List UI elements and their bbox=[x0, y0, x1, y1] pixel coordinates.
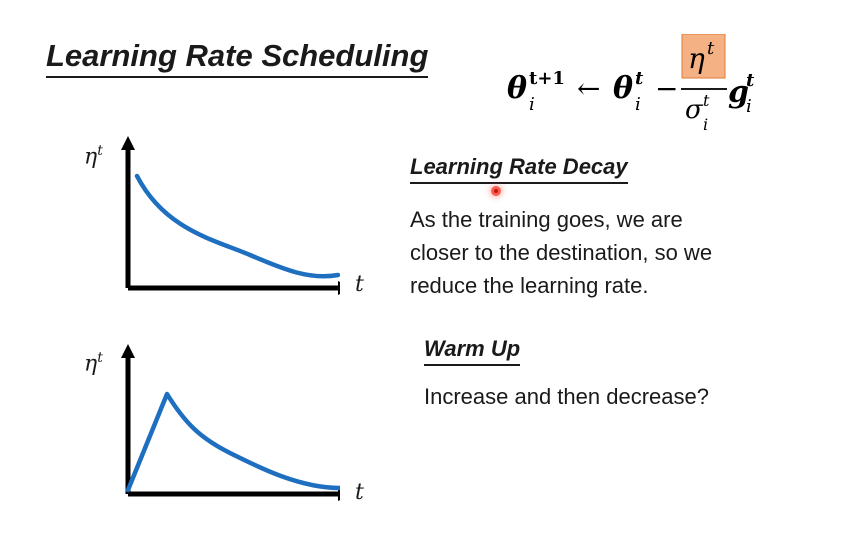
g-sup: t bbox=[746, 70, 755, 91]
theta-rhs-sup: t bbox=[635, 68, 644, 89]
warmup-description: Increase and then decrease? bbox=[424, 384, 709, 409]
laser-pointer-dot bbox=[491, 186, 501, 196]
warmup-graph bbox=[121, 344, 340, 501]
eta-numerator: η bbox=[688, 42, 705, 75]
decay-line-1: As the training goes, we are bbox=[410, 207, 683, 232]
decay-x-label: t bbox=[355, 272, 364, 297]
theta-rhs: θ bbox=[613, 71, 633, 106]
decay-graph bbox=[121, 136, 340, 295]
y-axis-arrowhead bbox=[121, 136, 135, 150]
decay-y-label: ηt bbox=[84, 143, 103, 170]
theta-lhs-sup: t+1 bbox=[529, 68, 565, 89]
x-axis-arrowhead bbox=[338, 487, 340, 501]
decay-description: As the training goes, we are closer to t… bbox=[410, 203, 712, 302]
g-gradient: g bbox=[728, 75, 749, 110]
warmup-y-label: ηt bbox=[84, 350, 103, 377]
minus-symbol: − bbox=[655, 72, 678, 105]
x-axis-arrowhead bbox=[338, 281, 340, 295]
decay-line-3: reduce the learning rate. bbox=[410, 273, 649, 298]
theta-lhs-sub: i bbox=[529, 94, 535, 115]
warmup-curve bbox=[125, 391, 340, 493]
update-formula: θ t+1 i ← θ t i − η t σ t i g t i bbox=[507, 34, 755, 134]
theta-lhs: θ bbox=[507, 71, 527, 106]
g-sub: i bbox=[746, 96, 752, 117]
theta-rhs-sub: i bbox=[635, 94, 641, 115]
arrow-symbol: ← bbox=[577, 72, 600, 105]
warmup-x-label: t bbox=[355, 480, 364, 505]
warmup-heading: Warm Up bbox=[424, 336, 521, 366]
decay-line-2: closer to the destination, so we bbox=[410, 240, 713, 265]
decay-curve bbox=[134, 173, 340, 279]
sigma-denominator: σ bbox=[685, 95, 704, 125]
slide-title: Learning Rate Scheduling bbox=[46, 38, 429, 78]
eta-numerator-sup: t bbox=[707, 38, 715, 59]
sigma-sup: t bbox=[703, 91, 710, 110]
decay-heading: Learning Rate Decay bbox=[410, 154, 628, 184]
eta-highlight-box bbox=[681, 34, 726, 79]
sigma-sub: i bbox=[703, 115, 708, 134]
y-axis-arrowhead bbox=[121, 344, 135, 358]
